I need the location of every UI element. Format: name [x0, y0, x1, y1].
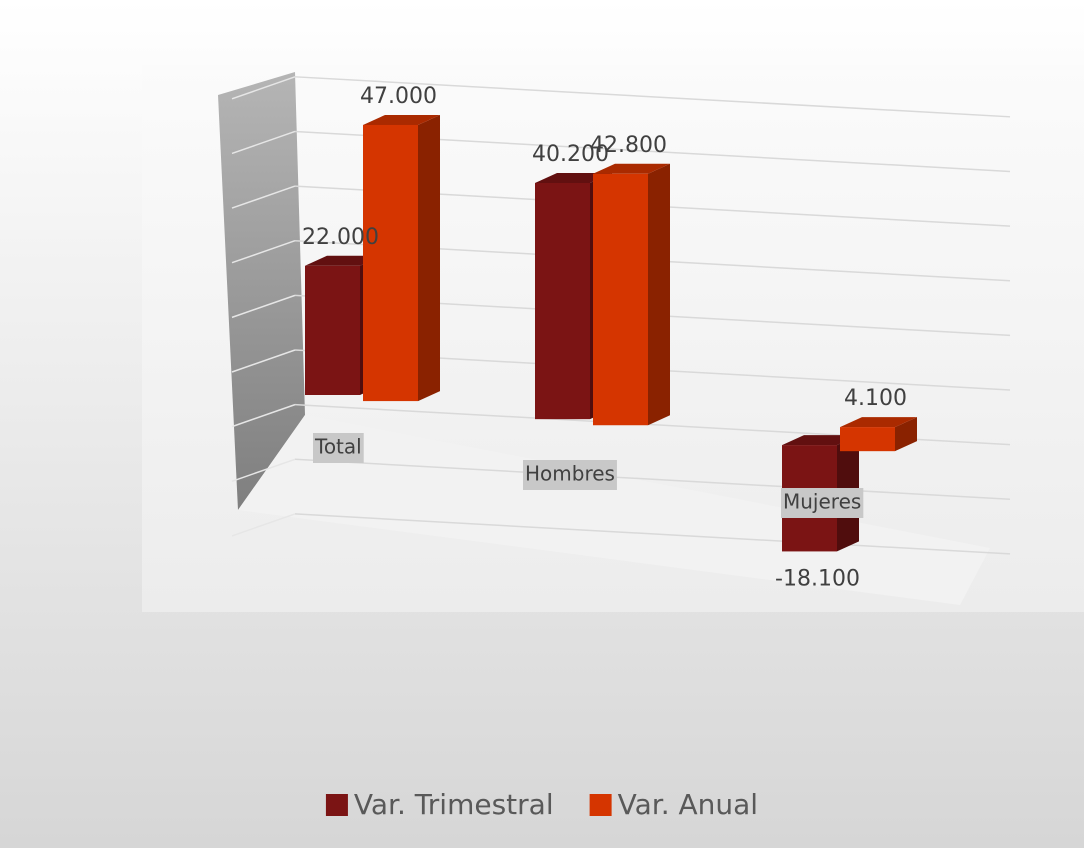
category-label: Hombres — [525, 462, 615, 486]
bar-top — [305, 255, 382, 266]
bar-front — [535, 182, 590, 420]
side-grid-line — [231, 513, 296, 537]
bar-front — [593, 173, 648, 426]
bar-top — [840, 417, 917, 428]
bar — [593, 163, 670, 426]
bar-side — [895, 417, 917, 452]
bar-front — [840, 427, 895, 452]
side-grid-line — [231, 458, 296, 482]
bar-top — [535, 172, 612, 183]
floor — [238, 415, 990, 605]
side-grid-line — [231, 240, 296, 264]
legend-item: Var. Trimestral — [325, 788, 554, 821]
value-label: 40.200 — [532, 142, 609, 167]
grid-line — [294, 76, 1011, 118]
bar-top — [363, 114, 440, 125]
bar-side — [648, 163, 670, 426]
side-grid-line — [231, 76, 296, 100]
value-label: 42.800 — [590, 133, 667, 158]
grid-line — [294, 458, 1011, 501]
side-grid-line — [231, 403, 296, 428]
side-grid-line — [231, 349, 296, 373]
value-label: 22.000 — [302, 225, 379, 250]
bar-side — [418, 114, 440, 402]
bars — [305, 114, 917, 552]
legend-swatch — [589, 794, 612, 816]
legend-item: Var. Anual — [589, 788, 758, 821]
bar-top — [782, 435, 859, 446]
value-label: 47.000 — [360, 84, 437, 109]
side-wall — [218, 72, 305, 510]
category-label: Mujeres — [783, 490, 861, 514]
bar-front — [305, 265, 360, 395]
category-label: Total — [314, 435, 362, 459]
legend-label: Var. Trimestral — [354, 788, 554, 821]
category-label-bg — [781, 488, 864, 518]
bar-top — [593, 163, 670, 174]
legend-swatch — [325, 794, 348, 816]
legend-label: Var. Anual — [618, 788, 758, 821]
side-grid-line — [231, 185, 296, 209]
value-label: -18.100 — [775, 566, 860, 591]
category-label-bg — [313, 433, 364, 463]
bar — [363, 114, 440, 402]
category-label-bg — [523, 460, 617, 490]
side-grid-line — [231, 294, 296, 319]
bar-front — [363, 124, 418, 402]
value-label: 4.100 — [844, 386, 907, 411]
legend: Var. Trimestral Var. Anual — [325, 788, 758, 821]
grid-line — [294, 513, 1011, 555]
bar — [840, 417, 917, 452]
side-grid-line — [231, 130, 296, 155]
